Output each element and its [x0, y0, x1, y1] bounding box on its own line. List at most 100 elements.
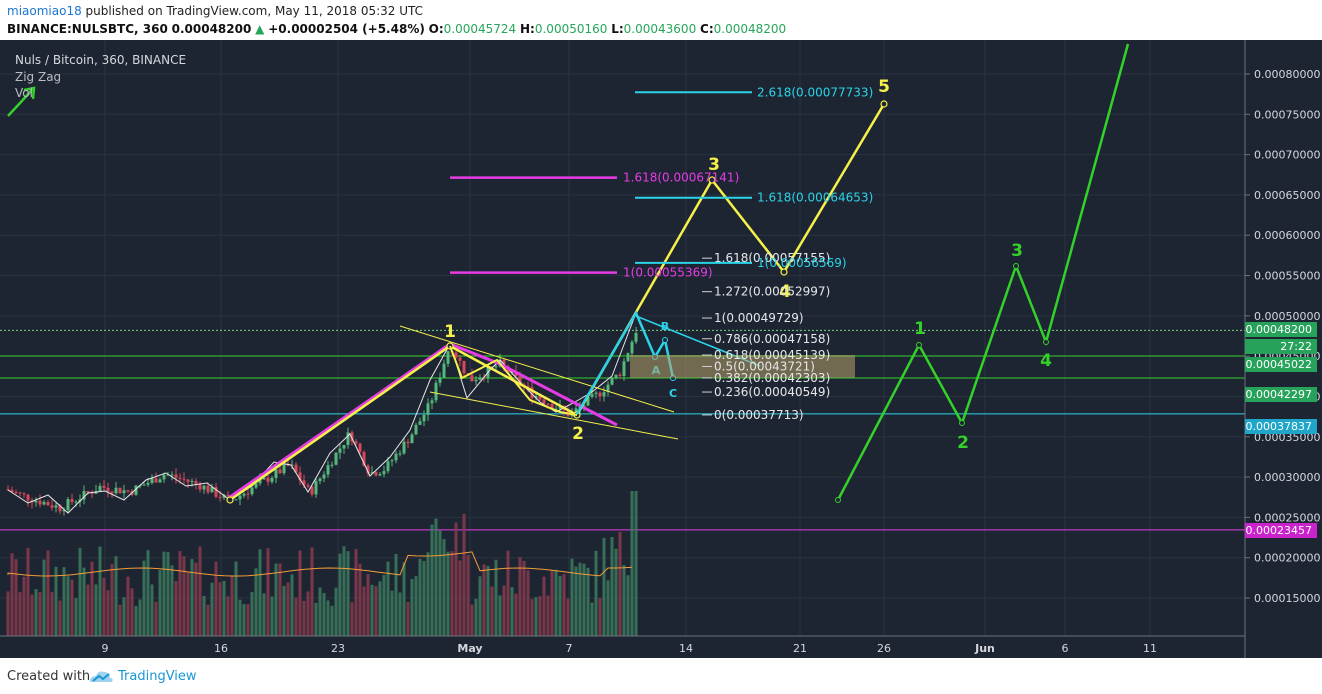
volume-bar [274, 563, 278, 636]
volume-bar [226, 596, 230, 636]
fib-retracement-label: 0(0.00037713) [714, 408, 804, 422]
author-link[interactable]: miaomiao18 [7, 4, 82, 18]
candle-body [134, 485, 138, 495]
up-arrow-icon: ▲ [255, 22, 265, 36]
candle-body [142, 484, 146, 486]
volume-bar [214, 561, 218, 636]
volume-bar [610, 537, 614, 636]
volume-bar [98, 546, 102, 636]
candle-body [394, 453, 398, 461]
volume-bar [270, 596, 274, 636]
time-tick-label: 6 [1062, 642, 1069, 655]
price-label: 0.00037837 [1246, 420, 1312, 433]
volume-bar [418, 558, 422, 636]
candle-body [510, 371, 514, 373]
candle-body [250, 487, 254, 494]
volume-bar [626, 575, 630, 636]
volume-bar [86, 584, 90, 636]
volume-bar [50, 591, 54, 636]
volume-bar [366, 574, 370, 636]
candle-body [518, 376, 522, 385]
axis-tick-label: 0.00025000 [1254, 511, 1320, 524]
candle-body [350, 432, 354, 442]
candle-body [322, 474, 326, 479]
candle-body [422, 414, 426, 422]
volume-bar [154, 601, 158, 636]
candle-body [594, 392, 598, 394]
candle-body [166, 474, 170, 476]
candle-body [202, 485, 206, 490]
candle-body [414, 424, 418, 435]
fib-magenta-label: 1(0.00055369) [623, 266, 713, 280]
volume-bar [250, 592, 254, 636]
volume-bar [202, 595, 206, 636]
candle-body [58, 505, 62, 512]
price-label: 0.00045022 [1246, 358, 1312, 371]
volume-bar [322, 593, 326, 636]
volume-bar [10, 553, 14, 636]
yellow-wave-label: 1 [444, 322, 456, 342]
candle-body [86, 491, 90, 493]
cyan-wave-label: B [661, 320, 669, 333]
candle-body [242, 493, 246, 496]
volume-bar [570, 558, 574, 636]
volume-bar [210, 582, 214, 636]
volume-bar [306, 591, 310, 636]
axis-tick-label: 0.00055000 [1254, 270, 1320, 283]
volume-bar [398, 592, 402, 636]
candle-body [174, 474, 178, 478]
volume-bar [598, 597, 602, 636]
volume-bar [534, 597, 538, 636]
candle-body [298, 472, 302, 481]
yellow-subwave [449, 345, 578, 416]
tradingview-link[interactable]: TradingView [118, 669, 197, 684]
candle-body [418, 421, 422, 425]
fib-retracement-label: 1(0.00049729) [714, 311, 804, 325]
volume-bar [134, 605, 138, 636]
volume-bar [162, 551, 166, 636]
candle-body [346, 432, 350, 446]
volume-bar [38, 592, 42, 636]
volume-bar [394, 554, 398, 636]
yellow-wave-node [880, 100, 888, 108]
yellow-wave [229, 103, 886, 502]
candle-body [258, 479, 262, 484]
volume-bar [42, 559, 46, 636]
volume-bars [6, 491, 638, 636]
volume-bar [194, 562, 198, 636]
candle-body [342, 445, 346, 449]
candle-body [90, 492, 94, 494]
price-chart[interactable]: 12345ABC1234 1.618(0.00057155)1.272(0.00… [0, 40, 1322, 658]
volume-bar [290, 574, 294, 636]
volume-bar [538, 596, 542, 636]
tradingview-logo-icon [90, 671, 113, 682]
volume-bar [358, 563, 362, 636]
candle-body [162, 474, 166, 480]
horizontal-lines [0, 329, 1245, 531]
volume-bar [338, 553, 342, 636]
volume-bar [310, 547, 314, 636]
candle-body [82, 491, 86, 500]
low-value: 0.00043600 [623, 22, 697, 36]
volume-ma-line [7, 551, 633, 577]
fib-retracement-label: 0.382(0.00042303) [714, 371, 830, 385]
volume-bar [558, 575, 562, 636]
volume-bar [498, 595, 502, 636]
candle-body [378, 474, 382, 476]
candle-body [478, 377, 482, 380]
volume-bar [230, 575, 234, 636]
candle-body [606, 384, 610, 393]
open-value: 0.00045724 [443, 22, 517, 36]
candle-body [502, 359, 506, 367]
green-wave-label: 4 [1040, 351, 1052, 371]
volume-bar [602, 537, 606, 636]
axis-tick-label: 0.00035000 [1254, 431, 1320, 444]
price-label: 0.00042297 [1246, 388, 1312, 401]
volume-bar [258, 549, 262, 636]
candle-body [590, 393, 594, 397]
volume-bar [78, 547, 82, 636]
volume-bar [206, 604, 210, 636]
candle-body [186, 479, 190, 482]
volume-bar [522, 560, 526, 636]
volume-bar [518, 557, 522, 636]
